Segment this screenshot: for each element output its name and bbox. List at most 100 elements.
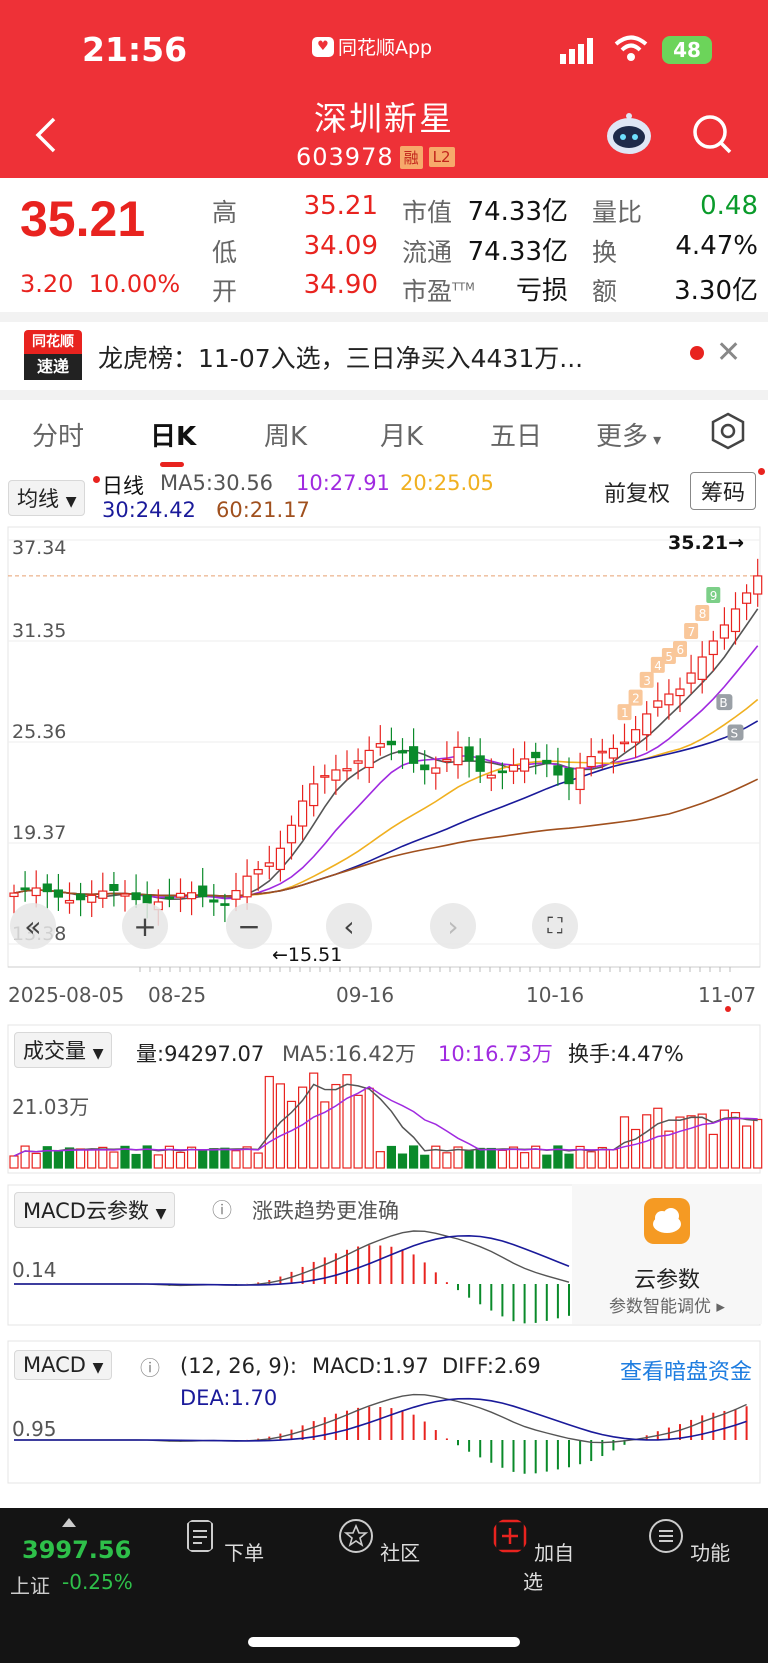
- nav-community[interactable]: 社区: [334, 1518, 424, 1566]
- cloud-param-card[interactable]: 云参数 参数智能调优 ▸: [572, 1184, 762, 1324]
- news-headline[interactable]: 龙虎榜：11-07入选，三日净买入4431万...: [98, 344, 584, 373]
- zoom-in-button[interactable]: +: [122, 903, 168, 949]
- index-name[interactable]: 上证: [10, 1574, 50, 1598]
- y-tick-label: 25.36: [12, 721, 66, 743]
- back-icon[interactable]: [34, 115, 58, 155]
- candle-body: [686, 672, 696, 684]
- candle-body: [342, 768, 352, 772]
- tab-more[interactable]: 更多 ▾: [596, 416, 661, 453]
- tab-weekly-k[interactable]: 周K: [264, 422, 308, 452]
- nine-turn-badge: [695, 605, 710, 622]
- candle-body: [486, 774, 496, 779]
- help-icon[interactable]: ⓘ: [212, 1198, 232, 1222]
- cloud-param-title: 云参数: [633, 1268, 700, 1293]
- candle-body: [619, 741, 630, 745]
- volume-bar: [42, 1146, 52, 1169]
- chevron-down-icon: ▼: [155, 1206, 167, 1222]
- macd-cloud-chart[interactable]: 0.14: [0, 1184, 768, 1326]
- scroll-right-button[interactable]: ›: [430, 903, 476, 949]
- volume-bar: [375, 1151, 385, 1169]
- volume-bar: [231, 1150, 241, 1169]
- volume-bar: [353, 1094, 363, 1169]
- expand-up-icon[interactable]: [62, 1518, 76, 1527]
- index-change[interactable]: -0.25%: [62, 1570, 133, 1594]
- zoom-out-button[interactable]: −: [226, 903, 272, 949]
- wifi-icon: [614, 35, 648, 61]
- index-value[interactable]: 3997.56: [22, 1536, 132, 1564]
- volume-bar: [331, 1083, 341, 1169]
- dark-pool-link[interactable]: 查看暗盘资金: [620, 1360, 753, 1385]
- ai-assistant-icon[interactable]: [604, 112, 654, 156]
- volume-bar: [464, 1149, 474, 1169]
- volume-bar: [553, 1145, 563, 1169]
- x-date-label: 10-16: [526, 983, 584, 1007]
- macd-y-tick: 0.95: [12, 1417, 57, 1441]
- volume-chart[interactable]: 21.03万: [0, 1022, 768, 1174]
- volume-bar: [397, 1153, 408, 1169]
- ma60-legend: 60:21.17: [216, 498, 310, 522]
- nine-turn-label: 8: [699, 607, 707, 621]
- volume-bar: [53, 1150, 64, 1169]
- candle-body: [220, 903, 230, 906]
- candle-body: [198, 885, 208, 898]
- add-watchlist-icon: [493, 1519, 527, 1553]
- volume-bar: [342, 1074, 352, 1169]
- ma-selector[interactable]: 均线 ▼: [8, 480, 86, 516]
- nine-turn-badge: [650, 656, 665, 673]
- chevron-down-icon: ▼: [65, 494, 77, 510]
- volume-bar: [120, 1145, 130, 1169]
- macd-histogram: [146, 1406, 748, 1474]
- tab-daily-k[interactable]: 日K: [150, 422, 197, 452]
- candle-body: [564, 767, 574, 785]
- tab-monthly-k[interactable]: 月K: [380, 422, 424, 452]
- candle-body: [464, 746, 474, 762]
- zoom-out-left-button[interactable]: «: [10, 903, 56, 949]
- candle-body: [42, 883, 52, 893]
- candle-body: [597, 750, 607, 754]
- volume-selector[interactable]: 成交量 ▼: [14, 1032, 113, 1068]
- diff-line: [14, 1230, 570, 1287]
- volume-selector-label: 成交量: [23, 1039, 86, 1063]
- tab-intraday[interactable]: 分时: [32, 422, 85, 452]
- cloud-param-sub: 参数智能调优 ▸: [572, 1292, 762, 1317]
- amount-value: 3.30亿: [674, 276, 758, 306]
- candle-body: [475, 755, 485, 772]
- search-icon[interactable]: [690, 112, 734, 156]
- nav-community-label: 社区: [380, 1541, 421, 1565]
- chips-button[interactable]: 筹码: [690, 472, 757, 510]
- volume-bar: [264, 1075, 274, 1169]
- candle-body: [542, 759, 552, 764]
- fullscreen-icon[interactable]: ⛶: [532, 903, 578, 949]
- candle-body: [431, 767, 441, 774]
- candle-body: [420, 764, 430, 771]
- nav-add-watchlist[interactable]: 加自选: [488, 1518, 578, 1595]
- macd-selector[interactable]: MACD ▼: [14, 1350, 113, 1380]
- candle-body: [286, 824, 297, 844]
- candle-body: [364, 749, 374, 769]
- adjust-mode[interactable]: 前复权: [604, 482, 671, 507]
- settings-hex-icon[interactable]: [710, 412, 746, 450]
- volume-bar: [253, 1152, 263, 1169]
- volume-ma5: MA5:16.42万: [282, 1042, 417, 1066]
- volume-bar: [64, 1147, 75, 1169]
- volume-y-tick: 21.03万: [12, 1095, 89, 1119]
- tab-five-day[interactable]: 五日: [490, 422, 543, 452]
- pe-value: 亏损: [515, 276, 568, 306]
- pe-ttm-sup: TTM: [452, 280, 475, 294]
- diff-value: DIFF:2.69: [442, 1354, 541, 1378]
- nav-order[interactable]: 下单: [178, 1518, 268, 1566]
- macd-lines: [14, 1393, 747, 1444]
- open-value: 34.90: [303, 270, 378, 300]
- nav-functions[interactable]: 功能: [644, 1518, 734, 1566]
- help-icon[interactable]: ⓘ: [140, 1356, 160, 1380]
- volume-bar: [242, 1146, 252, 1169]
- volume-bar: [730, 1112, 741, 1169]
- macd-cloud-selector[interactable]: MACD云参数 ▼: [14, 1192, 176, 1228]
- candle-body: [131, 892, 141, 901]
- candle-body: [608, 747, 619, 759]
- macd-chart[interactable]: 0.95: [0, 1340, 768, 1484]
- scroll-left-button[interactable]: ‹: [326, 903, 372, 949]
- candle-body: [264, 862, 274, 867]
- news-close-icon[interactable]: ✕: [716, 335, 742, 370]
